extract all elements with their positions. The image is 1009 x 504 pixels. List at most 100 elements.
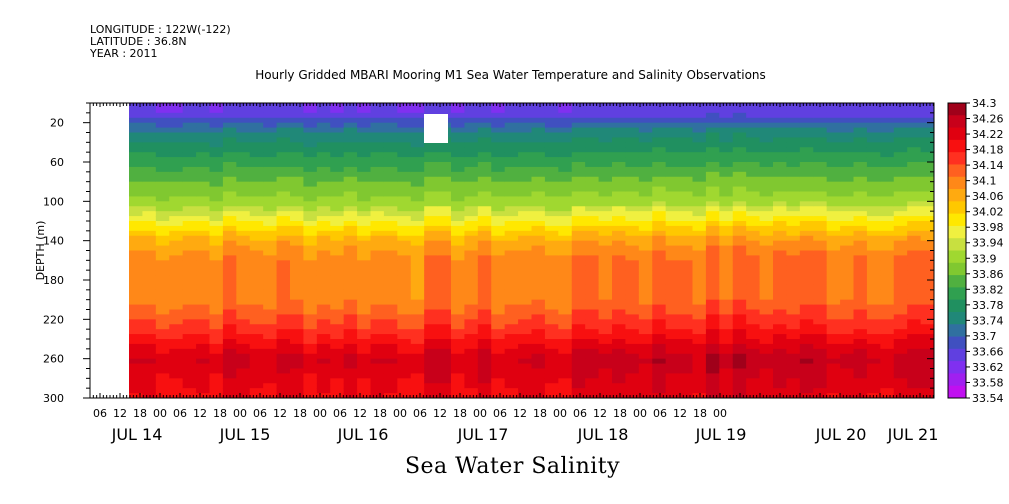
salinity-cell <box>665 181 680 188</box>
salinity-cell <box>625 363 640 369</box>
salinity-cell <box>638 211 653 217</box>
salinity-cell <box>504 191 519 197</box>
salinity-cell <box>343 289 358 296</box>
salinity-cell <box>853 230 868 237</box>
salinity-cell <box>759 383 774 389</box>
salinity-cell <box>612 216 627 222</box>
salinity-cell <box>544 260 559 266</box>
salinity-cell <box>571 201 586 207</box>
salinity-cell <box>585 280 600 286</box>
salinity-cell <box>598 107 613 114</box>
salinity-cell <box>893 147 908 153</box>
salinity-cell <box>638 383 653 389</box>
salinity-cell <box>799 299 814 306</box>
salinity-cell <box>518 191 533 197</box>
salinity-cell <box>357 339 372 345</box>
salinity-cell <box>142 176 157 183</box>
colorbar-label: 34.02 <box>972 206 1004 219</box>
salinity-cell <box>518 230 533 237</box>
salinity-cell <box>907 304 922 310</box>
salinity-cell <box>397 329 412 335</box>
salinity-cell <box>531 250 546 256</box>
salinity-cell <box>571 388 586 394</box>
salinity-cell <box>477 299 492 306</box>
salinity-cell <box>853 339 868 345</box>
salinity-cell <box>129 191 144 197</box>
salinity-cell <box>813 378 828 384</box>
salinity-cell <box>129 280 144 286</box>
salinity-cell <box>652 216 667 222</box>
salinity-cell <box>357 206 372 212</box>
salinity-cell <box>652 230 667 237</box>
salinity-cell <box>799 343 814 350</box>
salinity-cell <box>263 142 278 148</box>
salinity-cell <box>491 388 506 394</box>
salinity-cell <box>705 324 720 330</box>
salinity-cell <box>558 216 573 222</box>
salinity-cell <box>196 230 211 237</box>
salinity-cell <box>638 294 653 301</box>
salinity-cell <box>625 117 640 124</box>
salinity-cell <box>746 162 761 168</box>
salinity-cell <box>236 388 251 394</box>
salinity-cell <box>638 225 653 232</box>
salinity-cell <box>155 206 170 212</box>
salinity-cell <box>169 378 184 384</box>
salinity-cell <box>330 299 345 306</box>
salinity-cell <box>464 201 479 207</box>
salinity-cell <box>598 122 613 129</box>
salinity-cell <box>155 299 170 306</box>
salinity-cell <box>598 181 613 188</box>
salinity-cell <box>477 250 492 256</box>
salinity-cell <box>518 348 533 355</box>
salinity-cell <box>786 162 801 168</box>
salinity-cell <box>853 343 868 350</box>
salinity-cell <box>880 245 895 251</box>
salinity-cell <box>813 162 828 168</box>
salinity-cell <box>880 284 895 291</box>
x-hour-label: 12 <box>433 407 447 420</box>
salinity-cell <box>155 162 170 168</box>
salinity-cell <box>665 324 680 330</box>
salinity-cell <box>397 309 412 315</box>
salinity-cell <box>732 319 747 325</box>
salinity-cell <box>893 358 908 365</box>
salinity-cell <box>236 107 251 114</box>
salinity-cell <box>491 373 506 379</box>
salinity-cell <box>491 230 506 237</box>
salinity-cell <box>182 122 197 129</box>
salinity-cell <box>544 250 559 256</box>
salinity-cell <box>531 289 546 296</box>
x-hour-label: 06 <box>173 407 187 420</box>
salinity-cell <box>410 280 425 286</box>
salinity-cell <box>477 117 492 124</box>
salinity-cell <box>799 186 814 192</box>
salinity-cell <box>451 112 466 119</box>
salinity-cell <box>544 117 559 124</box>
salinity-cell <box>357 157 372 163</box>
salinity-cell <box>679 230 694 237</box>
salinity-cell <box>705 368 720 374</box>
salinity-cell <box>893 324 908 330</box>
salinity-cell <box>357 388 372 394</box>
salinity-cell <box>920 147 934 153</box>
salinity-cell <box>585 117 600 124</box>
salinity-cell <box>397 206 412 212</box>
salinity-cell <box>370 250 385 256</box>
salinity-cell <box>840 324 855 330</box>
salinity-cell <box>786 171 801 178</box>
salinity-cell <box>263 255 278 261</box>
salinity-cell <box>370 152 385 158</box>
salinity-cell <box>813 196 828 202</box>
salinity-cell <box>437 343 452 350</box>
salinity-cell <box>759 353 774 360</box>
salinity-cell <box>652 270 667 276</box>
salinity-cell <box>786 314 801 320</box>
salinity-cell <box>236 171 251 178</box>
salinity-cell <box>665 216 680 222</box>
salinity-cell <box>169 309 184 315</box>
salinity-cell <box>477 196 492 202</box>
salinity-cell <box>464 250 479 256</box>
salinity-cell <box>397 260 412 266</box>
salinity-cell <box>598 196 613 202</box>
